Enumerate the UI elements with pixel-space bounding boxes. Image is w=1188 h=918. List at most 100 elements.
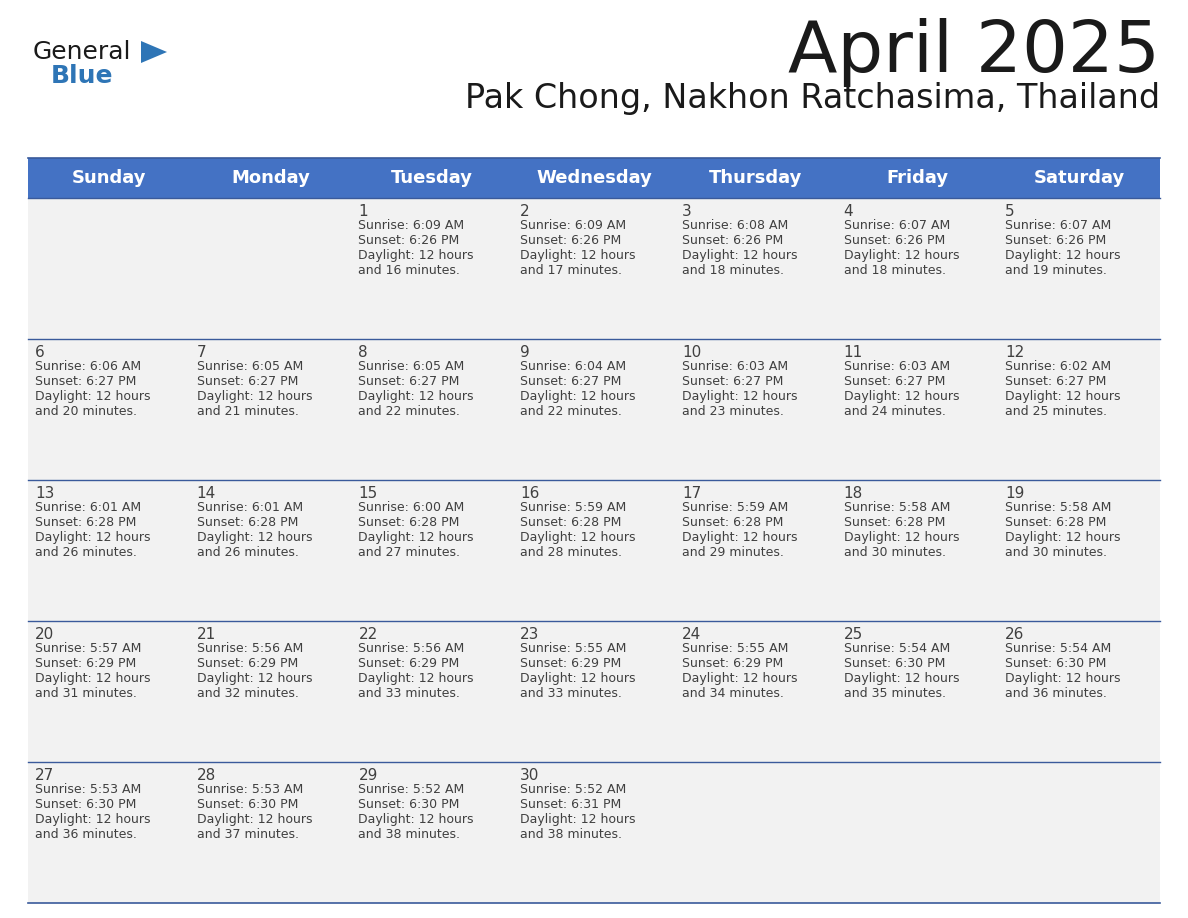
Text: 16: 16: [520, 486, 539, 501]
Text: Sunset: 6:26 PM: Sunset: 6:26 PM: [1005, 234, 1106, 247]
Text: Daylight: 12 hours: Daylight: 12 hours: [34, 813, 151, 826]
Text: 24: 24: [682, 627, 701, 642]
Text: Sunrise: 5:56 AM: Sunrise: 5:56 AM: [197, 642, 303, 655]
Text: 7: 7: [197, 345, 207, 360]
Text: Sunset: 6:27 PM: Sunset: 6:27 PM: [682, 375, 783, 388]
Text: Sunrise: 6:05 AM: Sunrise: 6:05 AM: [359, 360, 465, 373]
Text: and 38 minutes.: and 38 minutes.: [520, 828, 623, 841]
Text: 12: 12: [1005, 345, 1024, 360]
Text: Daylight: 12 hours: Daylight: 12 hours: [843, 390, 959, 403]
Text: 9: 9: [520, 345, 530, 360]
Text: Daylight: 12 hours: Daylight: 12 hours: [34, 390, 151, 403]
Bar: [29, 762, 1159, 903]
Bar: [29, 480, 1159, 621]
Text: Sunrise: 6:02 AM: Sunrise: 6:02 AM: [1005, 360, 1112, 373]
Text: Daylight: 12 hours: Daylight: 12 hours: [197, 813, 312, 826]
Text: and 31 minutes.: and 31 minutes.: [34, 687, 137, 700]
Text: Daylight: 12 hours: Daylight: 12 hours: [682, 249, 797, 262]
Text: and 17 minutes.: and 17 minutes.: [520, 264, 623, 277]
Text: and 30 minutes.: and 30 minutes.: [843, 546, 946, 559]
Text: Daylight: 12 hours: Daylight: 12 hours: [520, 390, 636, 403]
Text: Sunset: 6:29 PM: Sunset: 6:29 PM: [682, 657, 783, 670]
Text: Daylight: 12 hours: Daylight: 12 hours: [1005, 531, 1120, 544]
Text: Daylight: 12 hours: Daylight: 12 hours: [197, 531, 312, 544]
Text: Sunrise: 6:09 AM: Sunrise: 6:09 AM: [359, 219, 465, 232]
Text: April 2025: April 2025: [788, 18, 1159, 87]
Text: Sunset: 6:29 PM: Sunset: 6:29 PM: [34, 657, 137, 670]
Text: Pak Chong, Nakhon Ratchasima, Thailand: Pak Chong, Nakhon Ratchasima, Thailand: [465, 82, 1159, 115]
Text: 6: 6: [34, 345, 45, 360]
Text: 3: 3: [682, 204, 691, 219]
Text: Monday: Monday: [232, 169, 310, 187]
Text: Sunrise: 5:59 AM: Sunrise: 5:59 AM: [520, 501, 626, 514]
Text: 10: 10: [682, 345, 701, 360]
Text: Sunset: 6:30 PM: Sunset: 6:30 PM: [1005, 657, 1107, 670]
Text: and 18 minutes.: and 18 minutes.: [682, 264, 784, 277]
Text: Daylight: 12 hours: Daylight: 12 hours: [359, 813, 474, 826]
Text: and 22 minutes.: and 22 minutes.: [520, 405, 623, 418]
Text: Daylight: 12 hours: Daylight: 12 hours: [520, 249, 636, 262]
Text: Sunrise: 6:04 AM: Sunrise: 6:04 AM: [520, 360, 626, 373]
Text: Sunrise: 6:01 AM: Sunrise: 6:01 AM: [34, 501, 141, 514]
Bar: [29, 339, 1159, 480]
Text: Sunset: 6:26 PM: Sunset: 6:26 PM: [843, 234, 944, 247]
Text: Sunset: 6:28 PM: Sunset: 6:28 PM: [34, 516, 137, 529]
Text: Sunset: 6:29 PM: Sunset: 6:29 PM: [359, 657, 460, 670]
Text: Daylight: 12 hours: Daylight: 12 hours: [1005, 672, 1120, 685]
Text: 30: 30: [520, 768, 539, 783]
Text: and 16 minutes.: and 16 minutes.: [359, 264, 460, 277]
Text: Daylight: 12 hours: Daylight: 12 hours: [843, 249, 959, 262]
Text: 17: 17: [682, 486, 701, 501]
Text: Wednesday: Wednesday: [536, 169, 652, 187]
Text: 29: 29: [359, 768, 378, 783]
Text: Sunset: 6:30 PM: Sunset: 6:30 PM: [843, 657, 944, 670]
Text: and 28 minutes.: and 28 minutes.: [520, 546, 623, 559]
Text: Sunrise: 5:58 AM: Sunrise: 5:58 AM: [1005, 501, 1112, 514]
Text: Daylight: 12 hours: Daylight: 12 hours: [197, 390, 312, 403]
Text: 5: 5: [1005, 204, 1015, 219]
Text: Sunrise: 6:07 AM: Sunrise: 6:07 AM: [843, 219, 950, 232]
Text: Sunrise: 5:52 AM: Sunrise: 5:52 AM: [359, 783, 465, 796]
Text: General: General: [33, 40, 132, 64]
Text: Daylight: 12 hours: Daylight: 12 hours: [520, 672, 636, 685]
Text: Sunrise: 5:54 AM: Sunrise: 5:54 AM: [843, 642, 950, 655]
Text: Daylight: 12 hours: Daylight: 12 hours: [359, 249, 474, 262]
Text: Sunset: 6:28 PM: Sunset: 6:28 PM: [359, 516, 460, 529]
Text: and 19 minutes.: and 19 minutes.: [1005, 264, 1107, 277]
Text: and 21 minutes.: and 21 minutes.: [197, 405, 298, 418]
Text: 18: 18: [843, 486, 862, 501]
Text: Friday: Friday: [886, 169, 948, 187]
Text: and 33 minutes.: and 33 minutes.: [359, 687, 460, 700]
Text: Sunrise: 5:57 AM: Sunrise: 5:57 AM: [34, 642, 141, 655]
Text: Sunset: 6:28 PM: Sunset: 6:28 PM: [682, 516, 783, 529]
Text: Daylight: 12 hours: Daylight: 12 hours: [843, 531, 959, 544]
Text: and 23 minutes.: and 23 minutes.: [682, 405, 784, 418]
Text: 19: 19: [1005, 486, 1025, 501]
Text: and 37 minutes.: and 37 minutes.: [197, 828, 298, 841]
Text: 21: 21: [197, 627, 216, 642]
Text: Sunrise: 6:05 AM: Sunrise: 6:05 AM: [197, 360, 303, 373]
Text: Daylight: 12 hours: Daylight: 12 hours: [520, 531, 636, 544]
Text: Daylight: 12 hours: Daylight: 12 hours: [1005, 249, 1120, 262]
Text: and 36 minutes.: and 36 minutes.: [1005, 687, 1107, 700]
Text: 11: 11: [843, 345, 862, 360]
Text: Sunrise: 5:53 AM: Sunrise: 5:53 AM: [34, 783, 141, 796]
Text: Sunrise: 6:06 AM: Sunrise: 6:06 AM: [34, 360, 141, 373]
Polygon shape: [141, 41, 168, 63]
Bar: [29, 198, 1159, 339]
Text: and 32 minutes.: and 32 minutes.: [197, 687, 298, 700]
Text: Sunset: 6:27 PM: Sunset: 6:27 PM: [359, 375, 460, 388]
Text: Daylight: 12 hours: Daylight: 12 hours: [682, 390, 797, 403]
Text: Sunset: 6:28 PM: Sunset: 6:28 PM: [1005, 516, 1107, 529]
Text: Sunrise: 6:09 AM: Sunrise: 6:09 AM: [520, 219, 626, 232]
Text: and 18 minutes.: and 18 minutes.: [843, 264, 946, 277]
Text: Blue: Blue: [51, 64, 114, 88]
Text: 28: 28: [197, 768, 216, 783]
Text: Sunset: 6:30 PM: Sunset: 6:30 PM: [359, 798, 460, 811]
Text: 4: 4: [843, 204, 853, 219]
Text: Sunrise: 5:55 AM: Sunrise: 5:55 AM: [520, 642, 626, 655]
Text: Daylight: 12 hours: Daylight: 12 hours: [197, 672, 312, 685]
Text: 22: 22: [359, 627, 378, 642]
Text: 27: 27: [34, 768, 55, 783]
Text: Sunset: 6:27 PM: Sunset: 6:27 PM: [1005, 375, 1107, 388]
